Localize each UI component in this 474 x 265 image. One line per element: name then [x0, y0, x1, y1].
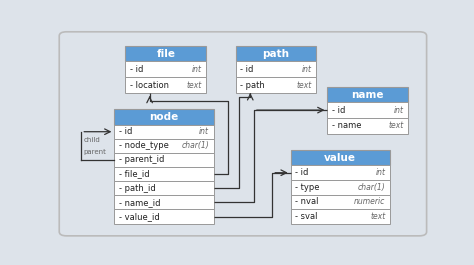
Text: - id: - id [119, 127, 132, 136]
Text: text: text [187, 81, 202, 90]
Text: text: text [389, 121, 404, 130]
Text: char(1): char(1) [182, 141, 209, 150]
Text: int: int [192, 65, 202, 74]
Bar [291, 150, 390, 165]
Text: text: text [297, 81, 312, 90]
Text: name: name [352, 90, 384, 100]
Text: - type: - type [295, 183, 319, 192]
Bar [114, 195, 213, 209]
Text: int: int [394, 106, 404, 114]
Text: child: child [83, 137, 100, 143]
Text: value: value [324, 153, 356, 163]
FancyBboxPatch shape [59, 32, 427, 236]
Bar [114, 167, 213, 181]
Text: int: int [375, 168, 385, 177]
Text: - parent_id: - parent_id [119, 156, 164, 165]
Text: - path_id: - path_id [119, 184, 155, 193]
Text: path: path [263, 49, 290, 59]
Bar [236, 61, 316, 77]
Bar [114, 153, 213, 167]
Text: - path: - path [240, 81, 265, 90]
Bar [125, 46, 206, 61]
Bar [114, 109, 213, 125]
Text: - name: - name [332, 121, 361, 130]
Bar [328, 102, 408, 118]
Text: parent: parent [83, 149, 106, 155]
Bar [328, 87, 408, 102]
Text: node: node [149, 112, 179, 122]
Text: - name_id: - name_id [119, 198, 160, 207]
Text: - location: - location [130, 81, 169, 90]
Text: - nval: - nval [295, 197, 319, 206]
Text: file: file [156, 49, 175, 59]
Text: - file_id: - file_id [119, 170, 149, 179]
Text: text: text [370, 212, 385, 221]
Bar [125, 77, 206, 93]
Text: - sval: - sval [295, 212, 318, 221]
Text: numeric: numeric [354, 197, 385, 206]
Bar [114, 139, 213, 153]
Bar [291, 209, 390, 224]
Bar [236, 46, 316, 61]
Text: - node_type: - node_type [119, 141, 169, 150]
Text: - id: - id [130, 65, 143, 74]
Bar [114, 209, 213, 224]
Bar [114, 125, 213, 139]
Text: char(1): char(1) [358, 183, 385, 192]
Bar [328, 118, 408, 134]
Text: - id: - id [240, 65, 254, 74]
Text: - value_id: - value_id [119, 212, 160, 221]
Bar [125, 61, 206, 77]
Bar [291, 195, 390, 209]
Text: int: int [302, 65, 312, 74]
Bar [236, 77, 316, 93]
Bar [291, 165, 390, 180]
Bar [114, 181, 213, 195]
Text: - id: - id [295, 168, 309, 177]
Text: - id: - id [332, 106, 345, 114]
Bar [291, 180, 390, 195]
Text: int: int [199, 127, 209, 136]
